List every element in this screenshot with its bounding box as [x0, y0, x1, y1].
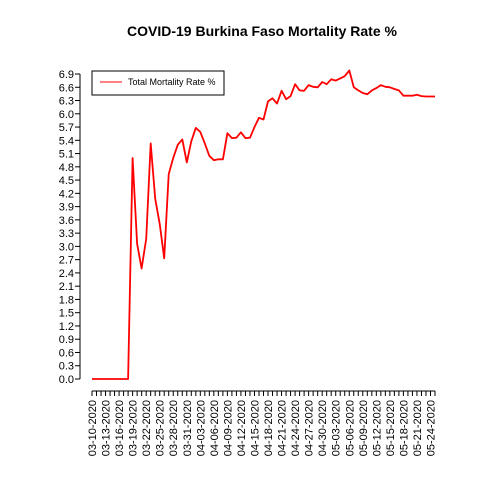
x-tick-label: 05-24-2020 — [425, 400, 437, 456]
y-tick-label: 6.3 — [59, 96, 74, 108]
x-tick-label: 04-03-2020 — [195, 400, 207, 456]
legend: Total Mortality Rate % — [91, 70, 225, 96]
x-tick-label: 05-18-2020 — [398, 400, 410, 456]
x-tick-label: 03-25-2020 — [155, 400, 167, 456]
x-tick-label: 04-30-2020 — [317, 400, 329, 456]
x-tick-label: 03-10-2020 — [87, 400, 99, 456]
legend-box — [91, 70, 225, 96]
y-tick-label: 6.6 — [59, 82, 74, 94]
y-tick-label: 2.1 — [59, 281, 74, 293]
y-tick-label: 1.5 — [59, 308, 74, 320]
x-tick-label: 05-12-2020 — [371, 400, 383, 456]
y-tick-label: 4.5 — [59, 175, 74, 187]
x-tick-label: 05-06-2020 — [344, 400, 356, 456]
x-tick-label: 04-27-2020 — [304, 400, 316, 456]
y-tick-label: 0.3 — [59, 361, 74, 373]
x-tick-label: 04-09-2020 — [222, 400, 234, 456]
x-tick-label: 04-21-2020 — [277, 400, 289, 456]
x-tick-label: 03-22-2020 — [141, 400, 153, 456]
y-tick-label: 4.2 — [59, 188, 74, 200]
y-tick-label: 1.8 — [59, 294, 74, 306]
x-tick-label: 04-15-2020 — [249, 400, 261, 456]
y-tick-label: 0.6 — [59, 347, 74, 359]
x-tick-label: 03-19-2020 — [128, 400, 140, 456]
y-tick-label: 3.9 — [59, 202, 74, 214]
legend-entry: Total Mortality Rate % — [128, 77, 216, 87]
x-tick-label: 03-13-2020 — [101, 400, 113, 456]
y-tick-label: 3.0 — [59, 241, 74, 253]
x-tick-label: 04-18-2020 — [263, 400, 275, 456]
y-axis: 0.00.3 0.60.91.21.5 1.82.12.42.7 3.03.33.63… — [59, 69, 81, 386]
chart-title: COVID-19 Burkina Faso Mortality Rate % — [127, 23, 398, 39]
x-tick-label: 04-06-2020 — [209, 400, 221, 456]
series-line — [92, 69, 435, 380]
y-tick-label: 3.6 — [59, 215, 74, 227]
x-tick-label: 04-12-2020 — [236, 400, 248, 456]
x-tick-label: 05-15-2020 — [385, 400, 397, 456]
y-tick-label: 5.4 — [59, 135, 74, 147]
y-tick-label: 6.0 — [59, 109, 74, 121]
y-tick-label: 5.7 — [59, 122, 74, 134]
x-tick-label: 05-09-2020 — [358, 400, 370, 456]
x-tick-label: 05-21-2020 — [412, 400, 424, 456]
y-tick-label: 0.0 — [59, 374, 74, 386]
x-tick-label: 03-16-2020 — [114, 400, 126, 456]
x-tick-label: 03-28-2020 — [168, 400, 180, 456]
x-tick-label: 05-03-2020 — [331, 400, 343, 456]
x-tick-label: 04-24-2020 — [290, 400, 302, 456]
y-tick-label: 5.1 — [59, 149, 74, 161]
x-tick-label: 03-31-2020 — [182, 400, 194, 456]
y-tick-label: 3.3 — [59, 228, 74, 240]
y-tick-label: 0.9 — [59, 334, 74, 346]
y-tick-label: 1.2 — [59, 321, 74, 333]
y-tick-label: 2.4 — [59, 268, 74, 280]
y-tick-label: 2.7 — [59, 255, 74, 267]
series-layer — [92, 69, 435, 380]
y-tick-label: 6.9 — [59, 69, 74, 81]
y-tick-label: 4.8 — [59, 162, 74, 174]
x-axis: 03-10-2020 03-13-2020 03-16-2020 03-19-2020… — [87, 390, 437, 456]
